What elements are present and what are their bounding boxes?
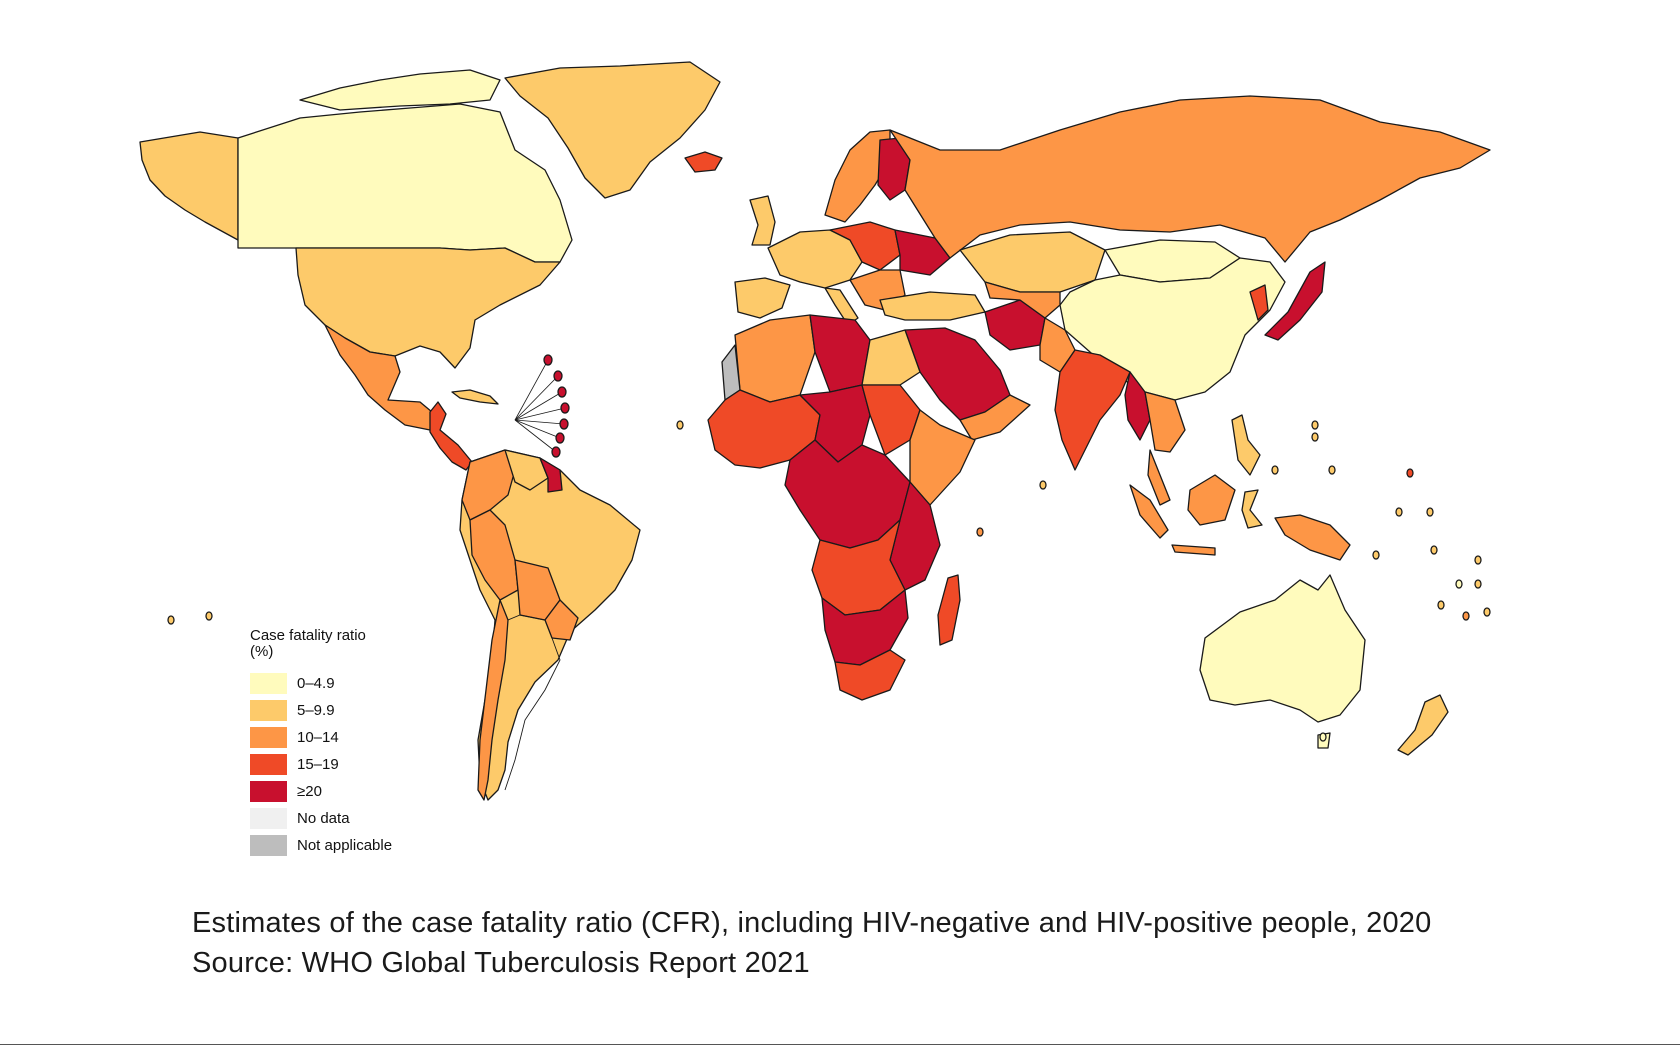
figure-caption: Estimates of the case fatality ratio (CF…	[192, 903, 1431, 983]
region-egypt	[861, 329, 921, 386]
legend-item: 0–4.9	[250, 670, 392, 697]
region-canadian-arctic	[299, 69, 501, 111]
legend-item: 10–14	[250, 724, 392, 751]
region-venezuela	[504, 449, 549, 491]
caption-source: Source: WHO Global Tuberculosis Report 2…	[192, 947, 810, 979]
map-legend: Case fatality ratio (%) 0–4.9 5–9.9 10–14 1…	[250, 627, 392, 859]
region-southern-africa	[821, 589, 909, 666]
legend-label: ≥20	[297, 783, 322, 800]
legend-unit: (%)	[250, 643, 274, 660]
region-java	[1171, 544, 1216, 556]
region-south-africa	[834, 649, 906, 701]
region-new-zealand	[1397, 694, 1449, 756]
legend-swatch	[250, 727, 287, 748]
region-north-africa	[734, 314, 816, 403]
region-libya	[809, 314, 871, 393]
region-west-europe	[767, 229, 863, 289]
legend-label: Not applicable	[297, 837, 393, 854]
region-new-guinea	[1274, 514, 1351, 561]
region-canada	[237, 103, 573, 263]
region-india	[1054, 349, 1131, 471]
region-chile	[477, 599, 509, 801]
region-sumatra	[1129, 484, 1169, 539]
legend-item: Not applicable	[250, 832, 392, 859]
legend-swatch	[250, 808, 287, 829]
region-kazakhstan	[959, 231, 1106, 293]
region-japan	[1264, 261, 1326, 341]
region-central-asia	[984, 281, 1061, 319]
region-iberia	[734, 277, 791, 319]
region-central-europe	[829, 221, 901, 271]
region-turkey	[879, 291, 986, 321]
region-iceland	[684, 151, 723, 173]
legend-item: ≥20	[250, 778, 392, 805]
legend-label: 0–4.9	[297, 675, 335, 692]
legend-label: 5–9.9	[297, 702, 335, 719]
legend-swatch	[250, 781, 287, 802]
legend-item: 15–19	[250, 751, 392, 778]
region-philippines	[1231, 414, 1261, 476]
region-sulawesi	[1241, 489, 1263, 529]
legend-swatch	[250, 754, 287, 775]
region-malay-peninsula	[1147, 449, 1171, 506]
region-madagascar	[937, 574, 961, 646]
region-borneo	[1187, 474, 1236, 526]
legend-swatch	[250, 835, 287, 856]
region-usa	[295, 247, 561, 369]
caption-title: Estimates of the case fatality ratio (CF…	[192, 907, 1432, 939]
legend-label: 10–14	[297, 729, 339, 746]
caribbean-markers	[514, 354, 570, 458]
region-indochina	[1144, 391, 1186, 453]
legend-items: 0–4.9 5–9.9 10–14 15–19 ≥20 No data Not applic…	[250, 670, 392, 859]
region-central-america	[429, 401, 473, 471]
legend-title: Case fatality ratio	[250, 627, 366, 644]
island-markers	[167, 420, 1491, 742]
bottom-divider	[0, 1044, 1680, 1045]
region-alaska	[139, 131, 239, 241]
legend-label: No data	[297, 810, 350, 827]
legend-swatch	[250, 673, 287, 694]
region-russia	[889, 95, 1491, 263]
legend-item: 5–9.9	[250, 697, 392, 724]
region-greenland	[504, 61, 721, 199]
legend-label: 15–19	[297, 756, 339, 773]
region-cuba	[451, 389, 499, 405]
legend-swatch	[250, 700, 287, 721]
region-uk	[749, 195, 776, 246]
region-australia	[1199, 574, 1366, 723]
region-guyana	[539, 457, 563, 493]
legend-item: No data	[250, 805, 392, 832]
border-argentina	[504, 614, 561, 791]
region-korea	[1249, 284, 1269, 321]
